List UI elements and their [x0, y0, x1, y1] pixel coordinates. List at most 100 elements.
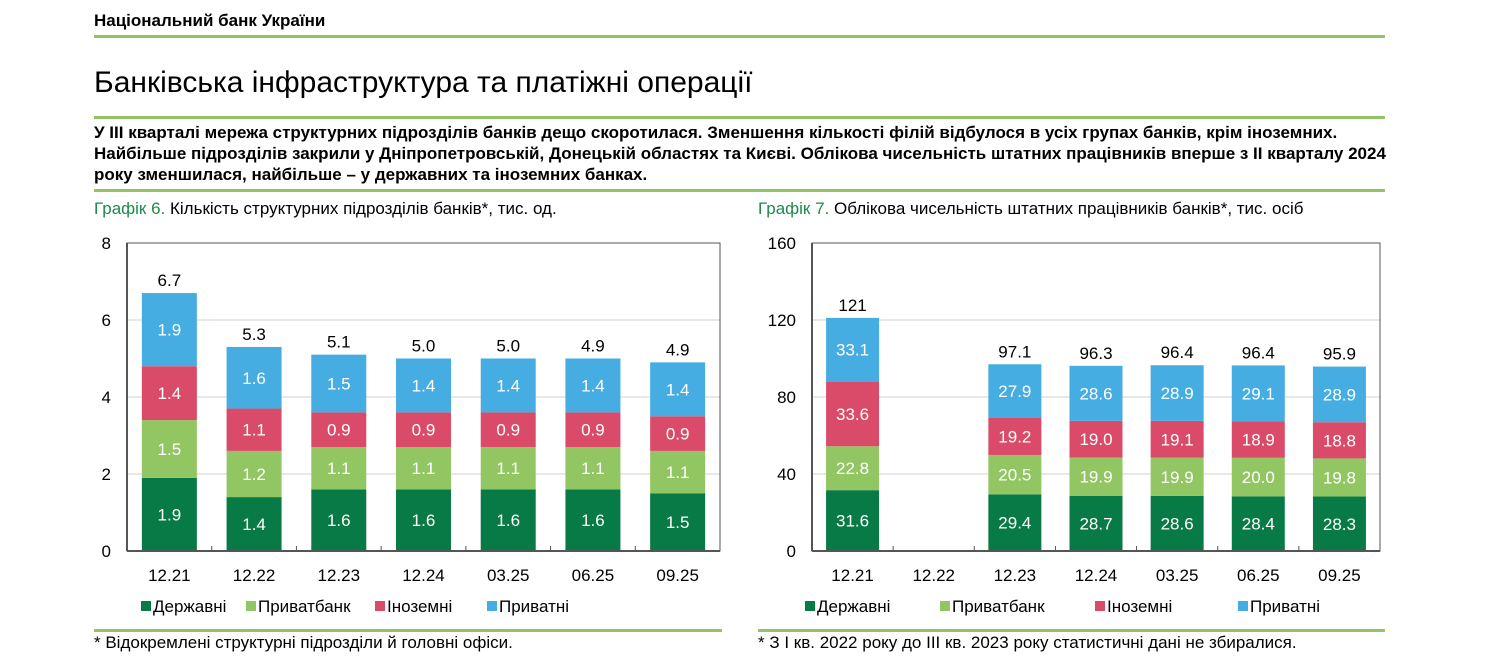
segment-value-label: 1.9 [158, 321, 182, 340]
lead-divider-top [94, 116, 1385, 119]
segment-value-label: 1.4 [242, 515, 266, 534]
chart6-footnote: * Відокремлені структурні підрозділи й г… [94, 633, 513, 652]
bar-segment [226, 450, 282, 498]
bar-segment [311, 412, 367, 448]
bar-segment [226, 497, 282, 551]
bar-segment [311, 489, 367, 551]
segment-value-label: 1.5 [666, 513, 690, 532]
bar-segment [1231, 421, 1285, 458]
bar-segment [826, 490, 880, 551]
total-value-label: 121 [838, 296, 866, 315]
chart7-footnote: * З І кв. 2022 року до ІІІ кв. 2023 року… [758, 633, 1297, 652]
x-tick-label: 06.25 [1237, 566, 1280, 585]
x-tick-label: 09.25 [1318, 566, 1361, 585]
bar-segment [565, 489, 621, 551]
legend-label: Іноземні [1107, 597, 1172, 616]
bar-segment [826, 381, 880, 447]
chart7-caption: Графік 7. Облікова чисельність штатних п… [758, 199, 1303, 219]
x-tick-label: 12.21 [831, 566, 874, 585]
legend-swatch [940, 601, 950, 611]
segment-value-label: 1.6 [496, 511, 520, 530]
bar-segment [1312, 496, 1366, 551]
bar-segment [650, 416, 706, 451]
bar-segment [826, 446, 880, 491]
bar-segment [1069, 420, 1123, 458]
legend-swatch [487, 601, 497, 611]
segment-value-label: 0.9 [581, 421, 605, 440]
chart6-caption-number: Графік 6. [94, 199, 166, 218]
legend-label: Іноземні [387, 597, 452, 616]
header-divider [94, 35, 1385, 38]
page-title: Банківська інфраструктура та платіжні оп… [94, 66, 753, 99]
bar-segment [226, 408, 282, 451]
segment-value-label: 1.6 [242, 369, 266, 388]
bar-segment [1150, 420, 1204, 458]
bar-segment [988, 454, 1042, 495]
x-tick-label: 12.23 [318, 566, 361, 585]
x-tick-label: 12.22 [912, 566, 955, 585]
legend-label: Приватні [499, 597, 569, 616]
legend-label: Державні [817, 597, 890, 616]
bar-segment [1312, 458, 1366, 497]
x-tick-label: 12.23 [994, 566, 1037, 585]
bar-segment [1231, 496, 1285, 551]
segment-value-label: 20.0 [1242, 468, 1275, 487]
segment-value-label: 1.1 [666, 463, 690, 482]
segment-value-label: 28.7 [1079, 514, 1112, 533]
total-value-label: 4.9 [666, 340, 690, 359]
segment-value-label: 1.1 [242, 421, 266, 440]
organization-name: Національний банк України [94, 11, 326, 30]
legend-swatch [805, 601, 815, 611]
total-value-label: 6.7 [158, 271, 182, 290]
y-tick-label: 120 [768, 311, 796, 330]
y-tick-label: 0 [787, 542, 796, 561]
segment-value-label: 33.6 [836, 405, 869, 424]
bar-segment [396, 358, 451, 413]
y-tick-label: 40 [777, 465, 796, 484]
legend-label: Державні [153, 597, 226, 616]
segment-value-label: 1.4 [581, 376, 605, 395]
bar-segment [1069, 457, 1123, 496]
bar-segment [1150, 457, 1204, 496]
legend-swatch [375, 601, 385, 611]
bar-segment [565, 447, 621, 490]
segment-value-label: 1.6 [327, 511, 351, 530]
segment-value-label: 1.5 [327, 375, 351, 394]
segment-value-label: 29.4 [998, 514, 1031, 533]
y-tick-label: 6 [102, 311, 111, 330]
y-tick-label: 0 [102, 542, 111, 561]
total-value-label: 4.9 [581, 337, 605, 356]
segment-value-label: 27.9 [998, 382, 1031, 401]
chart7-footnote-divider [758, 629, 1385, 632]
segment-value-label: 18.9 [1242, 431, 1275, 450]
bar-segment [1231, 365, 1285, 422]
segment-value-label: 0.9 [666, 425, 690, 444]
segment-value-label: 1.5 [158, 440, 182, 459]
segment-value-label: 19.9 [1079, 468, 1112, 487]
x-tick-label: 06.25 [572, 566, 615, 585]
segment-value-label: 1.6 [412, 511, 436, 530]
chart6-structural-units: 0 2 4 6 8 1.9 1.5 1.4 1.9 6.7 12.21 1.4 1.2 1.1 1.6 5.3… [102, 234, 721, 616]
bar-segment [650, 362, 706, 417]
segment-value-label: 19.1 [1161, 430, 1194, 449]
x-tick-label: 12.21 [148, 566, 191, 585]
total-value-label: 95.9 [1323, 345, 1356, 364]
total-value-label: 5.0 [496, 337, 520, 356]
chart7-employees: 0 40 80 120 160 31.6 22.8 33.6 33.1 121 12.21 12.22… [768, 234, 1381, 616]
bar-segment [480, 412, 536, 448]
segment-value-label: 28.6 [1161, 514, 1194, 533]
bar-segment [1231, 457, 1285, 497]
x-tick-label: 03.25 [1156, 566, 1199, 585]
bar-segment [226, 346, 282, 409]
bar-segment [826, 317, 880, 382]
total-value-label: 5.1 [327, 333, 351, 352]
bar-segment [988, 417, 1042, 455]
bar-segment [1069, 365, 1123, 421]
segment-value-label: 29.1 [1242, 384, 1275, 403]
segment-value-label: 1.4 [412, 376, 436, 395]
bar-segment [396, 489, 451, 551]
segment-value-label: 19.2 [998, 427, 1031, 446]
bar-segment [141, 366, 197, 421]
y-tick-label: 4 [102, 388, 111, 407]
segment-value-label: 1.1 [412, 459, 436, 478]
